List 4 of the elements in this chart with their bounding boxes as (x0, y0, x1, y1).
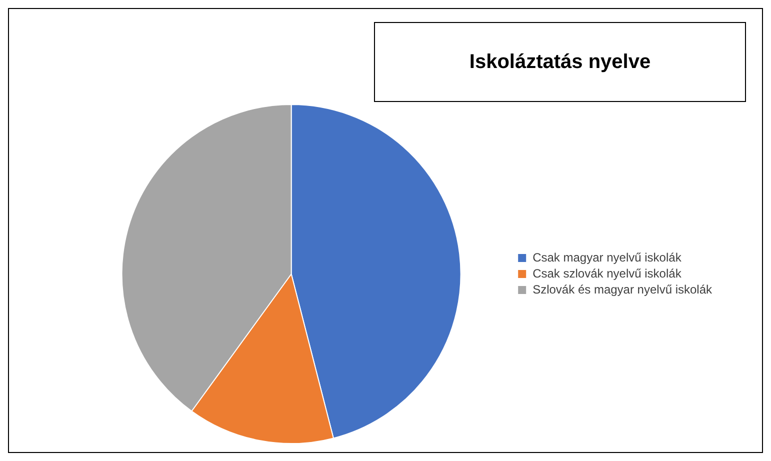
legend-label: Csak magyar nyelvű iskolák (532, 250, 682, 264)
chart-title: Iskoláztatás nyelve (374, 22, 746, 102)
legend-label: Csak szlovák nyelvű iskolák (532, 266, 682, 280)
legend-label: Szlovák és magyar nyelvű iskolák (532, 282, 713, 296)
